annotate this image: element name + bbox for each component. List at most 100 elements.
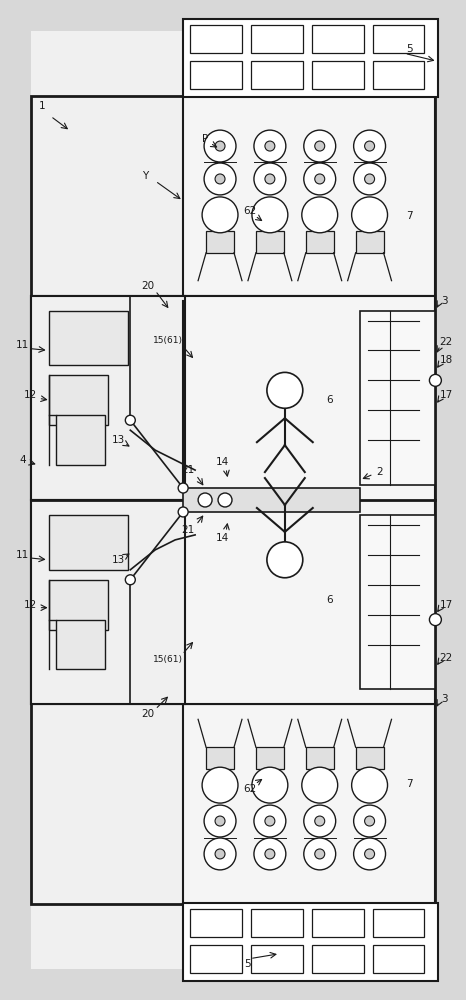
Circle shape xyxy=(254,805,286,837)
Text: 18: 18 xyxy=(440,355,453,365)
Text: 13: 13 xyxy=(112,435,125,445)
Circle shape xyxy=(215,816,225,826)
Bar xyxy=(190,61,242,89)
Text: 15(61): 15(61) xyxy=(153,655,183,664)
Circle shape xyxy=(202,197,238,233)
Text: 62: 62 xyxy=(243,784,257,794)
Bar xyxy=(183,704,435,904)
Circle shape xyxy=(178,483,188,493)
Bar xyxy=(251,909,303,937)
Bar xyxy=(206,747,234,769)
Circle shape xyxy=(204,838,236,870)
Text: 11: 11 xyxy=(16,340,29,350)
Text: 22: 22 xyxy=(440,337,453,347)
Bar xyxy=(206,231,234,253)
Text: 2: 2 xyxy=(376,467,383,477)
Bar xyxy=(251,61,303,89)
Circle shape xyxy=(265,141,275,151)
Circle shape xyxy=(265,849,275,859)
Bar xyxy=(373,61,425,89)
Circle shape xyxy=(204,163,236,195)
Circle shape xyxy=(315,849,325,859)
Circle shape xyxy=(218,493,232,507)
Text: 14: 14 xyxy=(215,457,229,467)
Bar xyxy=(312,945,363,973)
Bar xyxy=(251,945,303,973)
Text: 21: 21 xyxy=(182,465,195,475)
Text: Y: Y xyxy=(142,171,148,181)
Circle shape xyxy=(202,767,238,803)
Bar xyxy=(55,415,105,465)
Circle shape xyxy=(204,805,236,837)
Circle shape xyxy=(304,130,336,162)
Bar xyxy=(356,231,384,253)
Circle shape xyxy=(354,130,385,162)
Bar xyxy=(190,945,242,973)
Bar xyxy=(306,231,334,253)
Text: 15(61): 15(61) xyxy=(153,336,183,345)
Text: 3: 3 xyxy=(441,296,448,306)
Bar xyxy=(31,96,435,904)
Text: 12: 12 xyxy=(24,390,37,400)
Bar xyxy=(31,31,435,969)
Text: 11: 11 xyxy=(16,550,29,560)
Circle shape xyxy=(302,767,338,803)
Circle shape xyxy=(304,163,336,195)
Bar xyxy=(312,61,363,89)
Bar xyxy=(55,620,105,669)
Text: 12: 12 xyxy=(24,600,37,610)
Bar xyxy=(183,903,439,981)
Bar xyxy=(48,375,109,425)
Circle shape xyxy=(215,141,225,151)
Text: 20: 20 xyxy=(142,281,155,291)
Circle shape xyxy=(198,493,212,507)
Bar xyxy=(373,909,425,937)
Circle shape xyxy=(364,174,375,184)
Text: 4: 4 xyxy=(19,455,26,465)
Bar xyxy=(373,25,425,53)
Bar xyxy=(48,580,109,630)
Text: 20: 20 xyxy=(142,709,155,719)
Circle shape xyxy=(315,141,325,151)
Bar xyxy=(183,19,439,97)
Bar xyxy=(306,747,334,769)
Circle shape xyxy=(304,805,336,837)
Circle shape xyxy=(215,174,225,184)
Circle shape xyxy=(267,372,303,408)
Circle shape xyxy=(304,838,336,870)
Circle shape xyxy=(429,374,441,386)
Bar xyxy=(373,945,425,973)
Text: 5: 5 xyxy=(406,44,413,54)
Bar xyxy=(360,311,435,485)
Circle shape xyxy=(354,163,385,195)
Circle shape xyxy=(254,838,286,870)
Circle shape xyxy=(354,838,385,870)
Bar xyxy=(360,515,435,689)
Text: P: P xyxy=(202,134,208,144)
Circle shape xyxy=(302,197,338,233)
Bar xyxy=(183,488,360,512)
Circle shape xyxy=(364,141,375,151)
Text: 22: 22 xyxy=(440,653,453,663)
Circle shape xyxy=(315,816,325,826)
Circle shape xyxy=(252,767,288,803)
Circle shape xyxy=(354,805,385,837)
Bar xyxy=(251,25,303,53)
Circle shape xyxy=(429,614,441,626)
Circle shape xyxy=(178,507,188,517)
Bar xyxy=(190,25,242,53)
Text: 21: 21 xyxy=(182,525,195,535)
Text: 6: 6 xyxy=(326,595,333,605)
Text: 7: 7 xyxy=(406,211,413,221)
Circle shape xyxy=(125,575,135,585)
Text: 13: 13 xyxy=(112,555,125,565)
Circle shape xyxy=(265,174,275,184)
Circle shape xyxy=(252,197,288,233)
Bar xyxy=(356,747,384,769)
Text: 62: 62 xyxy=(243,206,257,216)
Bar xyxy=(31,500,185,704)
Circle shape xyxy=(215,849,225,859)
Bar xyxy=(256,747,284,769)
Text: 6: 6 xyxy=(326,395,333,405)
Bar xyxy=(48,515,128,570)
